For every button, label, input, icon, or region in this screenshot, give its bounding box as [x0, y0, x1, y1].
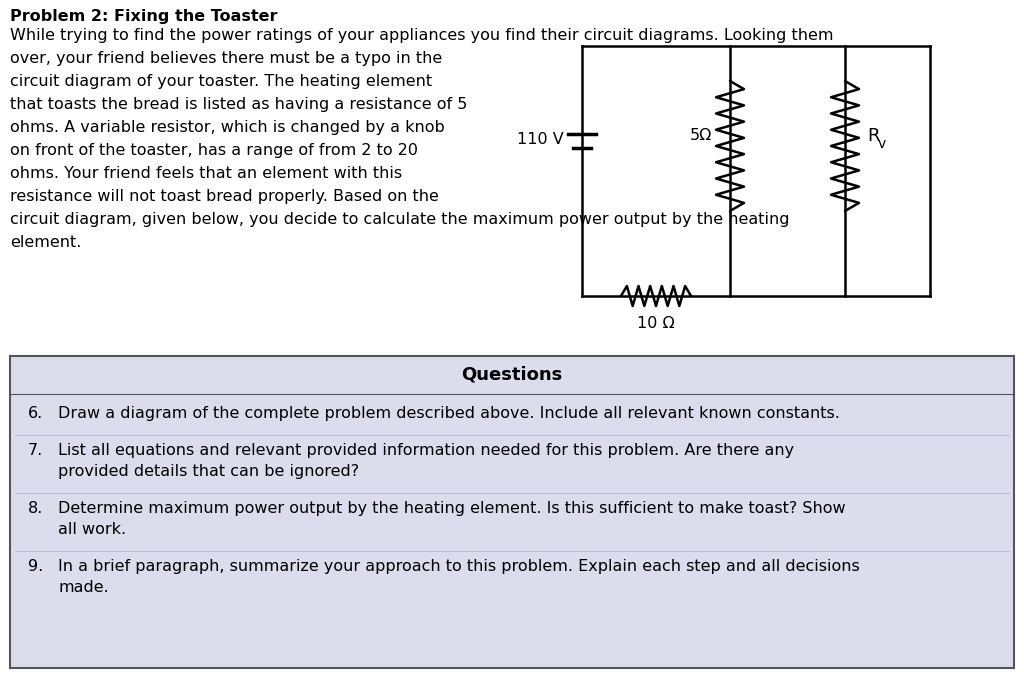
Text: 7.: 7.	[28, 443, 43, 458]
Text: While trying to find the power ratings of your appliances you find their circuit: While trying to find the power ratings o…	[10, 28, 834, 43]
Text: List all equations and relevant provided information needed for this problem. Ar: List all equations and relevant provided…	[58, 443, 795, 458]
Text: on front of the toaster, has a range of from 2 to 20: on front of the toaster, has a range of …	[10, 143, 418, 158]
Text: made.: made.	[58, 580, 109, 595]
Text: Draw a diagram of the complete problem described above. Include all relevant kno: Draw a diagram of the complete problem d…	[58, 406, 840, 421]
Text: In a brief paragraph, summarize your approach to this problem. Explain each step: In a brief paragraph, summarize your app…	[58, 559, 860, 574]
Text: that toasts the bread is listed as having a resistance of 5: that toasts the bread is listed as havin…	[10, 97, 467, 112]
Text: ohms. A variable resistor, which is changed by a knob: ohms. A variable resistor, which is chan…	[10, 120, 444, 135]
FancyBboxPatch shape	[10, 356, 1014, 668]
Text: element.: element.	[10, 235, 81, 250]
Text: Determine maximum power output by the heating element. Is this sufficient to mak: Determine maximum power output by the he…	[58, 501, 846, 516]
Text: all work.: all work.	[58, 522, 126, 537]
Text: v: v	[878, 137, 886, 151]
Text: provided details that can be ignored?: provided details that can be ignored?	[58, 464, 359, 479]
Text: 8.: 8.	[28, 501, 43, 516]
Text: Questions: Questions	[462, 366, 562, 384]
Text: ohms. Your friend feels that an element with this: ohms. Your friend feels that an element …	[10, 166, 402, 181]
Text: circuit diagram of your toaster. The heating element: circuit diagram of your toaster. The hea…	[10, 74, 432, 89]
Text: over, your friend believes there must be a typo in the: over, your friend believes there must be…	[10, 51, 442, 66]
Text: 5Ω: 5Ω	[689, 129, 712, 144]
Text: 10 Ω: 10 Ω	[637, 316, 675, 331]
Text: 9.: 9.	[28, 559, 43, 574]
Text: 6.: 6.	[28, 406, 43, 421]
Text: 110 V: 110 V	[517, 131, 564, 146]
Text: R: R	[867, 127, 880, 145]
Text: circuit diagram, given below, you decide to calculate the maximum power output b: circuit diagram, given below, you decide…	[10, 212, 790, 227]
Text: resistance will not toast bread properly. Based on the: resistance will not toast bread properly…	[10, 189, 439, 204]
Text: Problem 2: Fixing the Toaster: Problem 2: Fixing the Toaster	[10, 9, 278, 24]
